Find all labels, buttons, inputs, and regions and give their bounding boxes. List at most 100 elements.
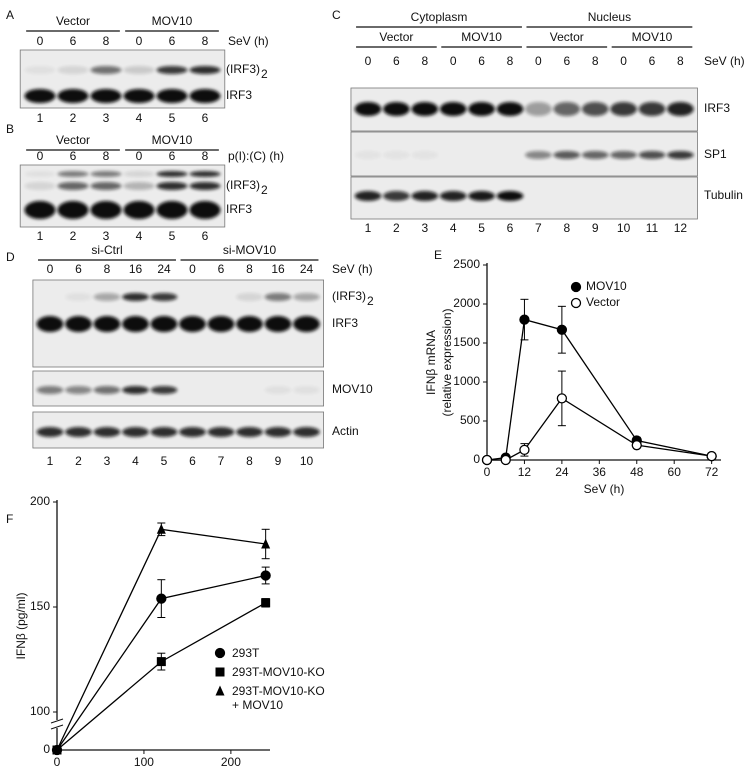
time-label: 6 — [70, 149, 77, 163]
band — [411, 102, 439, 116]
band — [150, 293, 178, 301]
lane-number: 5 — [161, 454, 168, 468]
panel-letter: A — [6, 8, 14, 22]
time-label: 8 — [421, 54, 428, 68]
lane-number: 8 — [563, 221, 570, 235]
lane-number: 6 — [202, 111, 209, 125]
band — [123, 182, 155, 190]
band — [90, 182, 122, 190]
band — [236, 293, 263, 301]
lane-number: 2 — [70, 111, 77, 125]
marker — [156, 657, 166, 667]
band — [293, 427, 320, 437]
marker — [556, 393, 568, 404]
lane-number: 8 — [246, 454, 253, 468]
band — [383, 151, 410, 159]
lane-number: 2 — [75, 454, 82, 468]
lane-number: 4 — [450, 221, 457, 235]
y-tick-label: 2500 — [453, 257, 480, 271]
lane-number: 4 — [136, 229, 143, 243]
time-label: 0 — [37, 149, 44, 163]
marker — [156, 593, 167, 604]
time-label: 8 — [202, 34, 209, 48]
band — [156, 182, 188, 190]
marker — [261, 598, 271, 608]
band — [57, 201, 89, 219]
time-label: 6 — [478, 54, 485, 68]
blot — [350, 176, 698, 220]
lane-number: 7 — [535, 221, 542, 235]
legend-label: Vector — [586, 295, 620, 309]
band — [156, 66, 188, 74]
condition-label: SeV (h) — [704, 54, 745, 68]
time-label: 24 — [300, 262, 314, 276]
time-label: 6 — [70, 34, 77, 48]
band — [525, 102, 552, 116]
lane-number: 3 — [421, 221, 428, 235]
time-label: 0 — [189, 262, 196, 276]
time-label: 6 — [218, 262, 225, 276]
lane-number: 3 — [103, 229, 110, 243]
band — [264, 316, 292, 332]
y-tick-label: 1000 — [453, 374, 480, 388]
band — [57, 66, 89, 74]
time-label: 0 — [136, 34, 143, 48]
band-label-sub: 2 — [261, 183, 268, 197]
time-label: 0 — [365, 54, 372, 68]
band-label: (IRF3) — [226, 178, 260, 192]
band — [293, 386, 320, 394]
band — [123, 66, 155, 74]
marker — [260, 570, 271, 581]
band — [525, 151, 552, 159]
band — [90, 66, 122, 74]
band — [496, 191, 524, 201]
axis-break-gap — [51, 720, 63, 728]
band — [57, 89, 89, 103]
band — [36, 386, 64, 394]
band — [123, 201, 155, 219]
time-label: 6 — [563, 54, 570, 68]
legend-label: MOV10 — [586, 279, 627, 293]
marker — [156, 523, 166, 534]
group-label: MOV10 — [461, 30, 502, 44]
band — [293, 293, 320, 301]
band — [93, 316, 121, 332]
time-label: 8 — [103, 34, 110, 48]
band — [189, 89, 221, 103]
group-label: Vector — [550, 30, 584, 44]
lane-number: 1 — [47, 454, 54, 468]
time-label: 6 — [75, 262, 82, 276]
x-tick-label: 36 — [593, 465, 607, 479]
time-label: 0 — [47, 262, 54, 276]
band — [667, 151, 694, 159]
y-axis-label: IFNβ (pg/ml) — [14, 593, 28, 660]
group-label: MOV10 — [152, 133, 193, 147]
legend-label: 293T-MOV10-KO + MOV10 — [232, 684, 325, 712]
band — [93, 427, 121, 437]
time-label: 0 — [620, 54, 627, 68]
lane-number: 4 — [132, 454, 139, 468]
band — [236, 427, 263, 437]
lane-number: 4 — [136, 111, 143, 125]
band — [150, 316, 178, 332]
band-label: IRF3 — [704, 101, 730, 115]
band — [24, 182, 56, 190]
lane-number: 9 — [275, 454, 282, 468]
band — [179, 427, 206, 437]
band — [189, 201, 221, 219]
band — [189, 66, 221, 74]
band — [90, 89, 122, 103]
band — [264, 386, 292, 394]
band — [553, 151, 581, 159]
band — [36, 316, 64, 332]
band — [468, 102, 495, 116]
band — [65, 386, 92, 394]
band — [24, 89, 56, 103]
x-tick-label: 200 — [221, 755, 241, 768]
band — [65, 427, 92, 437]
band-label: (IRF3) — [226, 62, 260, 76]
band — [553, 102, 581, 116]
lane-number: 1 — [37, 229, 44, 243]
band — [383, 102, 410, 116]
